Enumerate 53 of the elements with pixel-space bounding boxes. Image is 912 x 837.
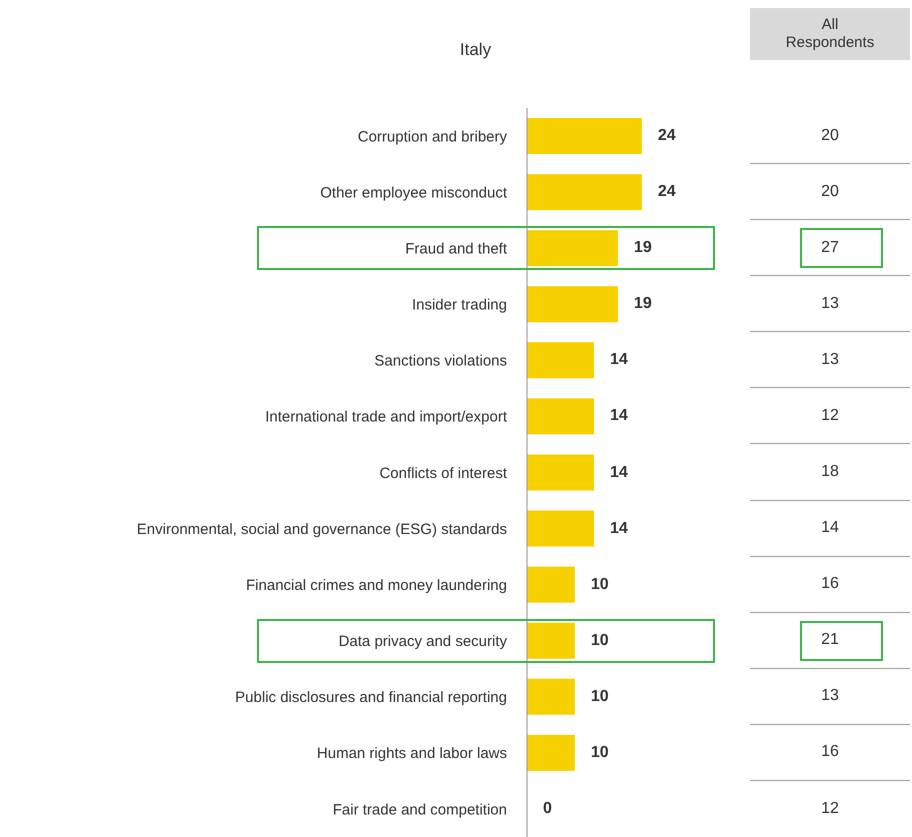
chart-title: Italy bbox=[458, 40, 492, 60]
data-label: 20 bbox=[750, 108, 910, 164]
data-label: 12 bbox=[750, 388, 910, 444]
data-label: 10 bbox=[590, 686, 609, 707]
y-tick-label: Fraud and theft bbox=[405, 240, 508, 258]
bar bbox=[527, 398, 594, 434]
y-tick-label: Conflicts of interest bbox=[379, 464, 508, 482]
data-label: 14 bbox=[610, 462, 628, 482]
bar bbox=[527, 230, 618, 266]
y-tick-label: Environmental, social and governance (ESG) standards bbox=[136, 520, 507, 538]
y-tick-label: Insider trading bbox=[412, 296, 507, 314]
data-label: 14 bbox=[610, 518, 628, 539]
data-label: 21 bbox=[750, 612, 910, 669]
y-tick-label: Other employee misconduct bbox=[320, 184, 508, 202]
data-label: 20 bbox=[750, 164, 910, 220]
bar bbox=[527, 734, 575, 771]
y-tick-label: International trade and import/export bbox=[265, 408, 508, 426]
bar bbox=[527, 342, 594, 378]
y-tick-label: Human rights and labor laws bbox=[316, 745, 507, 762]
data-label: 16 bbox=[750, 724, 910, 781]
bar bbox=[527, 174, 642, 210]
text: All Respondents bbox=[750, 8, 910, 60]
data-label: 10 bbox=[590, 630, 609, 651]
bar bbox=[527, 678, 575, 715]
y-tick-label: Fair trade and competition bbox=[332, 801, 507, 818]
data-label: 27 bbox=[750, 220, 910, 276]
data-label: 13 bbox=[750, 332, 910, 388]
data-label: 18 bbox=[750, 444, 910, 501]
bar bbox=[527, 286, 618, 322]
data-label: 10 bbox=[590, 574, 609, 595]
y-tick-label: Financial crimes and money laundering bbox=[246, 576, 507, 594]
bar bbox=[527, 622, 575, 659]
data-label: 14 bbox=[610, 406, 628, 426]
data-label: 12 bbox=[820, 798, 840, 819]
bar bbox=[527, 118, 642, 154]
data-label: 10 bbox=[590, 742, 609, 763]
y-tick-label: Sanctions violations bbox=[374, 352, 507, 370]
data-label: 14 bbox=[610, 350, 628, 370]
data-label: 24 bbox=[658, 182, 676, 202]
y-tick-label: Corruption and bribery bbox=[358, 128, 508, 146]
bar bbox=[527, 510, 594, 547]
data-label: 13 bbox=[750, 276, 910, 332]
data-label: 0 bbox=[543, 798, 552, 819]
data-label: 14 bbox=[750, 500, 910, 557]
y-tick-label: Public disclosures and financial reporting bbox=[235, 689, 507, 706]
data-label: 19 bbox=[634, 294, 652, 314]
data-label: 16 bbox=[750, 556, 910, 613]
data-label: 24 bbox=[658, 126, 676, 146]
data-label: 13 bbox=[750, 668, 910, 725]
bar bbox=[527, 454, 594, 490]
data-label: 19 bbox=[634, 238, 652, 258]
bar bbox=[527, 566, 575, 603]
y-tick-label: Data privacy and security bbox=[338, 633, 508, 650]
